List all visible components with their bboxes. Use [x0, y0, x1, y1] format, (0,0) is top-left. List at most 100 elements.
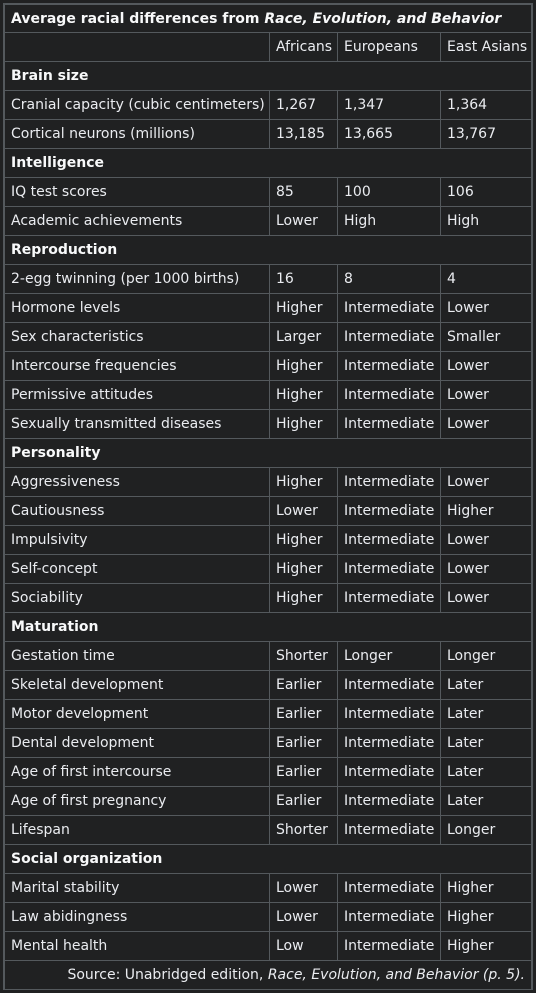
europeans-cell: Intermediate	[337, 931, 441, 961]
europeans-cell: Intermediate	[337, 293, 441, 323]
europeans-cell: Intermediate	[337, 380, 441, 410]
table-row: Cautiousness Lower Intermediate Higher	[4, 496, 532, 526]
table-row: Mental health Low Intermediate Higher	[4, 931, 532, 961]
table-row: Cortical neurons (millions) 13,185 13,665 1…	[4, 119, 532, 149]
europeans-cell: Longer	[337, 641, 441, 671]
africans-cell: Earlier	[269, 786, 338, 816]
row-label-cell: Age of first intercourse	[4, 757, 270, 787]
africans-cell: Higher	[269, 409, 338, 439]
row-label-cell: IQ test scores	[4, 177, 270, 207]
comparison-table: Average racial differences from Race, Ev…	[4, 4, 532, 990]
caption-title: Race, Evolution, and Behavior	[264, 10, 502, 27]
europeans-cell: Intermediate	[337, 525, 441, 555]
table-row: Self-concept Higher Intermediate Lower	[4, 554, 532, 584]
europeans-cell: Intermediate	[337, 815, 441, 845]
europeans-cell: Intermediate	[337, 902, 441, 932]
east-asians-cell: Later	[440, 728, 532, 758]
africans-cell: Lower	[269, 873, 338, 903]
row-label-cell: Permissive attitudes	[4, 380, 270, 410]
east-asians-cell: Later	[440, 786, 532, 816]
east-asians-cell: 4	[440, 264, 532, 294]
east-asians-cell: Lower	[440, 293, 532, 323]
row-label-cell: Self-concept	[4, 554, 270, 584]
europeans-cell: Intermediate	[337, 409, 441, 439]
africans-cell: Lower	[269, 496, 338, 526]
east-asians-cell: 106	[440, 177, 532, 207]
africans-cell: Lower	[269, 902, 338, 932]
east-asians-cell: Higher	[440, 931, 532, 961]
europeans-cell: Intermediate	[337, 496, 441, 526]
column-header-empty	[4, 32, 270, 62]
europeans-cell: Intermediate	[337, 467, 441, 497]
europeans-cell: 8	[337, 264, 441, 294]
europeans-cell: Intermediate	[337, 757, 441, 787]
column-header-east-asians: East Asians	[440, 32, 532, 62]
africans-cell: Higher	[269, 583, 338, 613]
section-header-row: Maturation	[4, 612, 532, 642]
caption-prefix: Average racial differences from	[11, 10, 265, 27]
east-asians-cell: Smaller	[440, 322, 532, 352]
africans-cell: Higher	[269, 554, 338, 584]
row-label-cell: Impulsivity	[4, 525, 270, 555]
table-row: IQ test scores 85 100 106	[4, 177, 532, 207]
row-label-cell: Intercourse frequencies	[4, 351, 270, 381]
africans-cell: Earlier	[269, 728, 338, 758]
row-label-cell: Academic achievements	[4, 206, 270, 236]
europeans-cell: 1,347	[337, 90, 441, 120]
row-label-cell: Motor development	[4, 699, 270, 729]
east-asians-cell: Higher	[440, 496, 532, 526]
europeans-cell: Intermediate	[337, 699, 441, 729]
section-header: Brain size	[4, 61, 532, 91]
table-row: Marital stability Lower Intermediate Higher	[4, 873, 532, 903]
east-asians-cell: Lower	[440, 467, 532, 497]
source-title: Race, Evolution, and Behavior	[267, 967, 479, 983]
table-row: Intercourse frequencies Higher Intermediat…	[4, 351, 532, 381]
row-label-cell: Hormone levels	[4, 293, 270, 323]
column-header-africans: Africans	[269, 32, 338, 62]
row-label-cell: Mental health	[4, 931, 270, 961]
africans-cell: 13,185	[269, 119, 338, 149]
row-label-cell: Gestation time	[4, 641, 270, 671]
table-caption-row: Average racial differences from Race, Ev…	[4, 4, 532, 33]
row-label-cell: Cautiousness	[4, 496, 270, 526]
table-row: Aggressiveness Higher Intermediate Lower	[4, 467, 532, 497]
europeans-cell: High	[337, 206, 441, 236]
europeans-cell: Intermediate	[337, 554, 441, 584]
table-row: Motor development Earlier Intermediate Late…	[4, 699, 532, 729]
source-note: Source: Unabridged edition, Race, Evolut…	[4, 960, 532, 990]
section-header: Intelligence	[4, 148, 532, 178]
east-asians-cell: Later	[440, 670, 532, 700]
section-header-row: Brain size	[4, 61, 532, 91]
row-label-cell: Sociability	[4, 583, 270, 613]
section-header-row: Intelligence	[4, 148, 532, 178]
row-label-cell: Sexually transmitted diseases	[4, 409, 270, 439]
table-row: Dental development Earlier Intermediate Lat…	[4, 728, 532, 758]
source-row: Source: Unabridged edition, Race, Evolut…	[4, 960, 532, 990]
africans-cell: Higher	[269, 351, 338, 381]
section-header: Maturation	[4, 612, 532, 642]
east-asians-cell: Lower	[440, 380, 532, 410]
east-asians-cell: Higher	[440, 873, 532, 903]
africans-cell: Lower	[269, 206, 338, 236]
section-header-row: Social organization	[4, 844, 532, 874]
east-asians-cell: Lower	[440, 554, 532, 584]
table-row: Cranial capacity (cubic centimeters) 1,26…	[4, 90, 532, 120]
east-asians-cell: Higher	[440, 902, 532, 932]
table-row: Age of first pregnancy Earlier Intermediat…	[4, 786, 532, 816]
column-header-row: Africans Europeans East Asians	[4, 32, 532, 62]
africans-cell: Earlier	[269, 699, 338, 729]
europeans-cell: Intermediate	[337, 583, 441, 613]
section-header-row: Reproduction	[4, 235, 532, 265]
comparison-table-container: Average racial differences from Race, Ev…	[3, 3, 533, 990]
row-label-cell: Cranial capacity (cubic centimeters)	[4, 90, 270, 120]
africans-cell: Low	[269, 931, 338, 961]
east-asians-cell: Lower	[440, 351, 532, 381]
east-asians-cell: High	[440, 206, 532, 236]
row-label-cell: Marital stability	[4, 873, 270, 903]
africans-cell: Higher	[269, 525, 338, 555]
column-header-europeans: Europeans	[337, 32, 441, 62]
table-row: Sociability Higher Intermediate Lower	[4, 583, 532, 613]
africans-cell: Shorter	[269, 815, 338, 845]
section-header-row: Personality	[4, 438, 532, 468]
east-asians-cell: Lower	[440, 409, 532, 439]
